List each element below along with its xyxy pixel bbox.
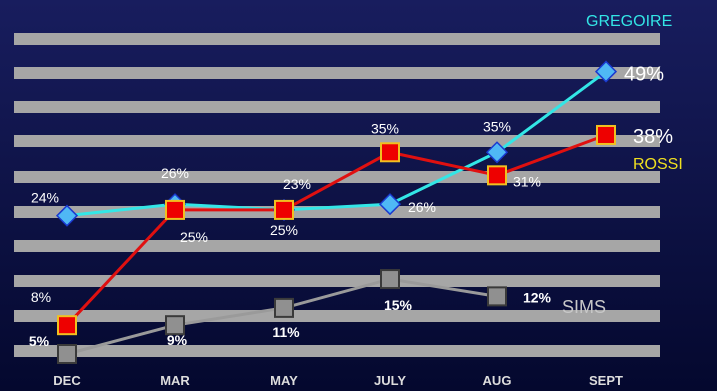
data-label: 31% xyxy=(513,173,541,189)
data-point-rossi xyxy=(596,124,616,145)
data-point-gregoire xyxy=(378,193,402,216)
gridline-band xyxy=(14,345,660,357)
data-label: 35% xyxy=(371,120,399,136)
series-line-rossi xyxy=(65,133,607,327)
data-label: 35% xyxy=(483,118,511,134)
data-label: 5% xyxy=(29,333,50,349)
data-point-gregoire xyxy=(485,141,509,164)
gridline-band xyxy=(14,33,660,45)
gridline-band xyxy=(14,240,660,252)
data-point-gregoire xyxy=(594,60,618,83)
series-line-gregoire xyxy=(66,70,607,218)
series-name-sims: SIMS xyxy=(562,297,606,317)
gridline-band xyxy=(14,275,660,287)
data-point-gregoire xyxy=(55,204,79,227)
data-point-sims xyxy=(165,315,185,336)
x-tick-label: MAY xyxy=(270,373,298,388)
data-point-rossi xyxy=(165,199,185,220)
gridline-band xyxy=(14,101,660,113)
data-point-sims xyxy=(274,297,294,318)
series-name-gregoire: GREGOIRE xyxy=(586,13,672,30)
gridline-band xyxy=(14,67,660,79)
data-label: 12% xyxy=(523,289,552,305)
series-name-rossi: ROSSI xyxy=(633,156,683,173)
x-tick-label: DEC xyxy=(53,373,81,388)
data-point-rossi xyxy=(274,199,294,220)
data-point-rossi xyxy=(57,315,77,336)
data-label: 23% xyxy=(283,176,311,192)
x-tick-label: JULY xyxy=(374,373,406,388)
data-label: 11% xyxy=(272,324,300,340)
gridline-band xyxy=(14,135,660,147)
data-label: 25% xyxy=(270,222,298,238)
data-label: 24% xyxy=(31,190,59,206)
data-label: 15% xyxy=(384,297,413,313)
data-label: 25% xyxy=(180,229,208,245)
gridlines xyxy=(14,33,660,357)
data-label: 26% xyxy=(161,165,189,181)
series-markers xyxy=(55,60,618,364)
data-label: 26% xyxy=(408,199,436,215)
x-tick-label: MAR xyxy=(160,373,190,388)
x-axis-ticks: DEC MAR MAY JULY AUG SEPT xyxy=(53,373,623,388)
data-label: 49% xyxy=(624,64,664,86)
x-tick-label: SEPT xyxy=(589,373,623,388)
data-label: 9% xyxy=(167,332,188,348)
data-point-rossi xyxy=(380,142,400,163)
data-label: 38% xyxy=(633,126,673,148)
x-tick-label: AUG xyxy=(483,373,512,388)
data-label: 8% xyxy=(31,289,51,305)
data-point-sims xyxy=(380,269,400,290)
data-point-sims xyxy=(57,344,77,364)
data-point-sims xyxy=(487,286,507,307)
data-labels: 24% 26% 25% 26% 35% 49% GREGOIRE 8% 25% 23% 35% 31%… xyxy=(29,13,683,349)
data-point-rossi xyxy=(487,165,507,186)
